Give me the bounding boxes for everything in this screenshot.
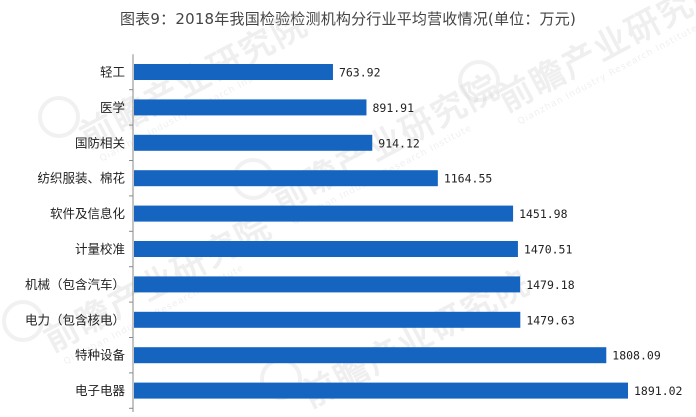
category-label: 纺织服装、棉花 bbox=[37, 171, 125, 186]
category-label: 计量校准 bbox=[75, 242, 125, 257]
data-label: 1891.02 bbox=[634, 384, 682, 398]
data-label: 1808.09 bbox=[612, 349, 661, 363]
data-label: 763.92 bbox=[339, 66, 381, 80]
bar bbox=[134, 134, 373, 151]
data-label: 1470.51 bbox=[524, 243, 573, 257]
bar bbox=[134, 205, 514, 222]
bar bbox=[134, 382, 628, 399]
data-label: 891.91 bbox=[372, 101, 414, 115]
data-label: 1164.55 bbox=[444, 172, 492, 186]
category-label: 电子电器 bbox=[75, 383, 126, 398]
category-label: 电力（包含核电） bbox=[25, 312, 125, 327]
bar bbox=[134, 276, 521, 293]
chart-title: 图表9：2018年我国检验检测机构分行业平均营收情况(单位：万元) bbox=[119, 10, 577, 28]
bar bbox=[134, 64, 333, 80]
data-label: 914.12 bbox=[378, 136, 420, 150]
category-label: 机械（包含汽车） bbox=[25, 277, 125, 292]
bar bbox=[134, 347, 607, 364]
data-label: 1451.98 bbox=[519, 207, 568, 221]
category-label: 国防相关 bbox=[75, 135, 125, 150]
bar bbox=[134, 241, 518, 257]
category-label: 医学 bbox=[100, 100, 125, 115]
category-label: 软件及信息化 bbox=[50, 206, 126, 221]
data-label: 1479.18 bbox=[526, 278, 575, 292]
bar bbox=[134, 311, 521, 328]
category-label: 特种设备 bbox=[75, 348, 126, 363]
category-label: 轻工 bbox=[100, 65, 125, 80]
bar bbox=[134, 170, 438, 187]
bar bbox=[134, 99, 367, 116]
data-label: 1479.63 bbox=[526, 313, 575, 327]
